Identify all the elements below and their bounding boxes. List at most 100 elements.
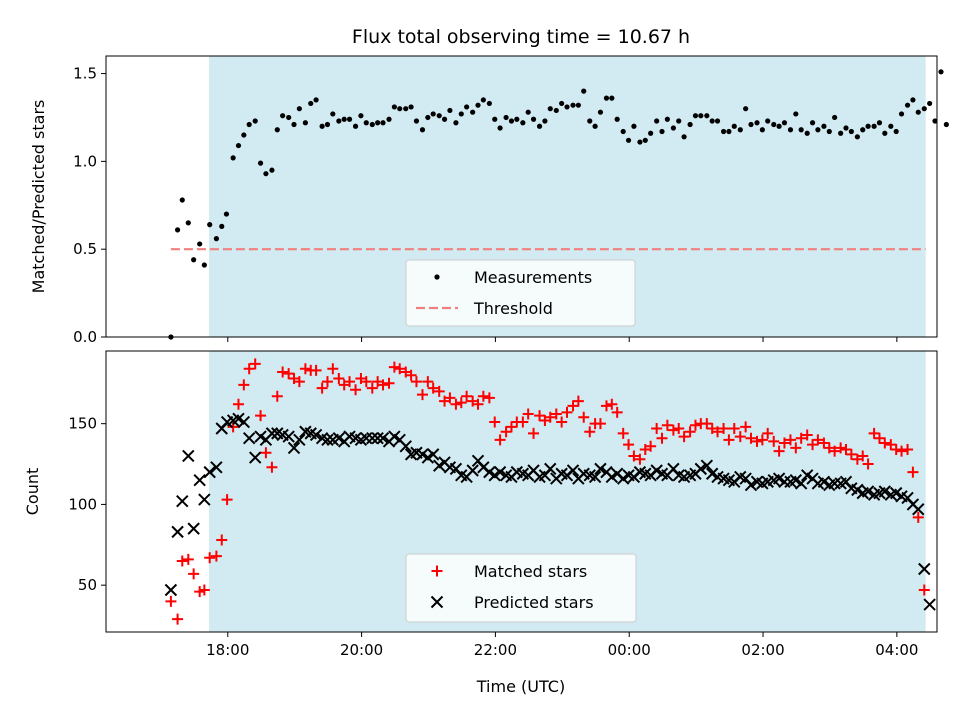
- measurement-point: [425, 114, 431, 121]
- measurement-point: [614, 116, 620, 122]
- matched-star-point: [483, 392, 495, 404]
- matched-star-point: [489, 416, 501, 428]
- measurement-point: [648, 130, 654, 136]
- measurement-point: [904, 102, 911, 108]
- matched-star-point: [271, 390, 283, 402]
- matched-star-point: [623, 439, 635, 451]
- matched-star-point: [829, 445, 841, 457]
- measurement-point: [564, 104, 570, 110]
- measurement-point: [915, 109, 921, 115]
- measurement-point: [235, 142, 242, 149]
- y-tick-label: 0.0: [73, 328, 97, 346]
- matched-star-point: [835, 442, 847, 454]
- measurement-point: [698, 113, 704, 119]
- measurement-point: [581, 88, 587, 94]
- measurement-point: [592, 123, 598, 129]
- matched-star-point: [500, 426, 512, 438]
- matched-star-point: [594, 418, 606, 430]
- measurement-point: [230, 155, 236, 161]
- measurement-point: [436, 113, 442, 119]
- legend-label: Measurements: [474, 268, 592, 287]
- measurement-point: [263, 171, 269, 177]
- matched-star-point: [734, 431, 746, 443]
- measurement-point: [269, 167, 275, 173]
- matched-star-point: [651, 423, 663, 435]
- measurement-point: [637, 139, 643, 145]
- measurement-point: [503, 114, 509, 121]
- matched-star-point: [299, 363, 311, 375]
- measurement-point: [888, 123, 894, 129]
- matched-star-point: [818, 437, 830, 449]
- measurement-point: [642, 137, 648, 143]
- matched-star-point: [333, 372, 345, 384]
- predicted-star-point: [923, 598, 936, 611]
- matched-star-point: [377, 379, 389, 391]
- measurement-point: [821, 123, 827, 129]
- measurement-point: [781, 120, 788, 126]
- measurement-point: [787, 127, 794, 133]
- matched-star-point: [689, 419, 701, 431]
- matched-star-point: [416, 389, 428, 401]
- matched-star-point: [477, 390, 489, 402]
- matched-star-point: [194, 586, 206, 598]
- measurement-point: [737, 127, 743, 133]
- measurement-point: [375, 120, 381, 126]
- y-tick-label: 1.5: [73, 65, 97, 83]
- matched-star-point: [718, 423, 730, 435]
- measurement-point: [486, 100, 492, 107]
- measurement-point: [620, 128, 626, 135]
- matched-star-point: [283, 368, 295, 380]
- matched-star-point: [544, 411, 556, 423]
- measurement-point: [179, 197, 185, 203]
- measurement-point: [587, 118, 593, 124]
- measurement-point: [542, 118, 548, 124]
- measurement-point: [654, 118, 660, 124]
- matched-star-point: [232, 398, 244, 410]
- matched-star-point: [238, 379, 250, 391]
- predicted-star-point: [493, 465, 507, 479]
- measurement-point: [464, 104, 470, 110]
- legend: Measurements Threshold: [405, 259, 636, 327]
- matched-star-point: [873, 432, 885, 444]
- matched-star-point: [172, 613, 184, 625]
- matched-star-point: [628, 450, 640, 462]
- measurement-point: [257, 160, 264, 166]
- matched-star-point: [327, 363, 339, 375]
- matched-star-point: [784, 434, 796, 446]
- measurement-point: [553, 107, 559, 114]
- matched-star-point: [728, 423, 740, 435]
- matched-star-point: [862, 458, 874, 470]
- legend-box: [405, 259, 636, 327]
- measurement-point: [882, 130, 888, 136]
- matched-star-point: [176, 555, 188, 567]
- matched-star-point: [667, 424, 679, 436]
- matched-star-point: [221, 494, 233, 506]
- x-tick-label: 18:00: [206, 641, 249, 659]
- matched-star-point: [600, 400, 612, 412]
- measurement-point: [280, 113, 286, 119]
- measurement-point: [458, 111, 464, 117]
- matched-star-point: [656, 432, 668, 444]
- measurement-point: [893, 128, 899, 135]
- matched-star-point: [310, 364, 322, 376]
- measurement-point: [898, 111, 905, 117]
- measurement-point: [219, 223, 225, 229]
- measurement-point: [185, 220, 191, 226]
- matched-star-point: [885, 439, 897, 451]
- measurement-point: [776, 123, 782, 129]
- matched-star-point: [701, 418, 713, 430]
- measurement-point: [798, 127, 804, 133]
- legend-dot-marker: [434, 274, 440, 280]
- matched-star-point: [611, 406, 623, 418]
- measurement-point: [324, 121, 331, 128]
- measurement-point: [603, 95, 610, 101]
- predicted-star-point: [466, 464, 479, 477]
- matched-star-point: [645, 440, 657, 452]
- matched-star-point: [896, 445, 908, 457]
- measurement-point: [252, 118, 258, 124]
- measurement-point: [447, 107, 453, 114]
- measurement-point: [530, 116, 537, 122]
- matched-star-point: [673, 423, 685, 435]
- matched-star-point: [427, 382, 439, 394]
- matched-star-point: [790, 442, 802, 454]
